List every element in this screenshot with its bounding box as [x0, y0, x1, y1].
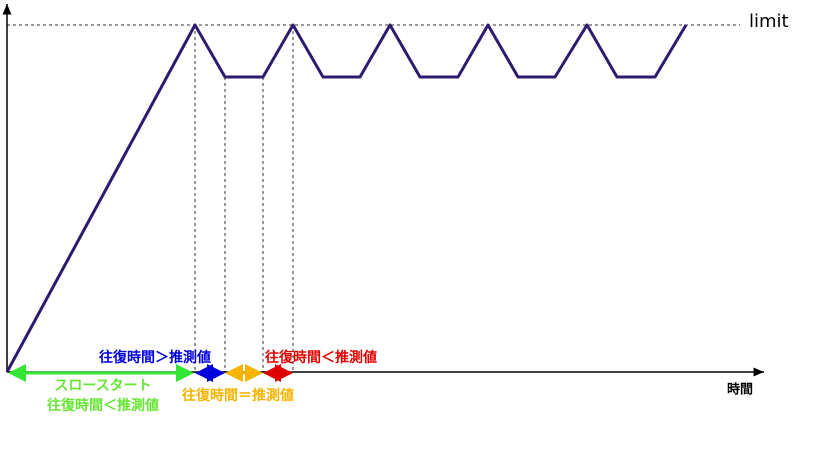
phase-label: 往復時間＞推測値	[99, 349, 211, 366]
limit-label: limit	[749, 11, 789, 32]
phase-label: 往復時間＜推測値	[265, 349, 377, 366]
phase-label: 往復時間＝推測値	[182, 387, 294, 404]
phase-label: スロースタート	[54, 378, 151, 394]
x-axis-label: 時間	[727, 382, 753, 398]
window-curve	[5, 23, 688, 373]
phase-label: 往復時間＜推測値	[47, 397, 159, 414]
